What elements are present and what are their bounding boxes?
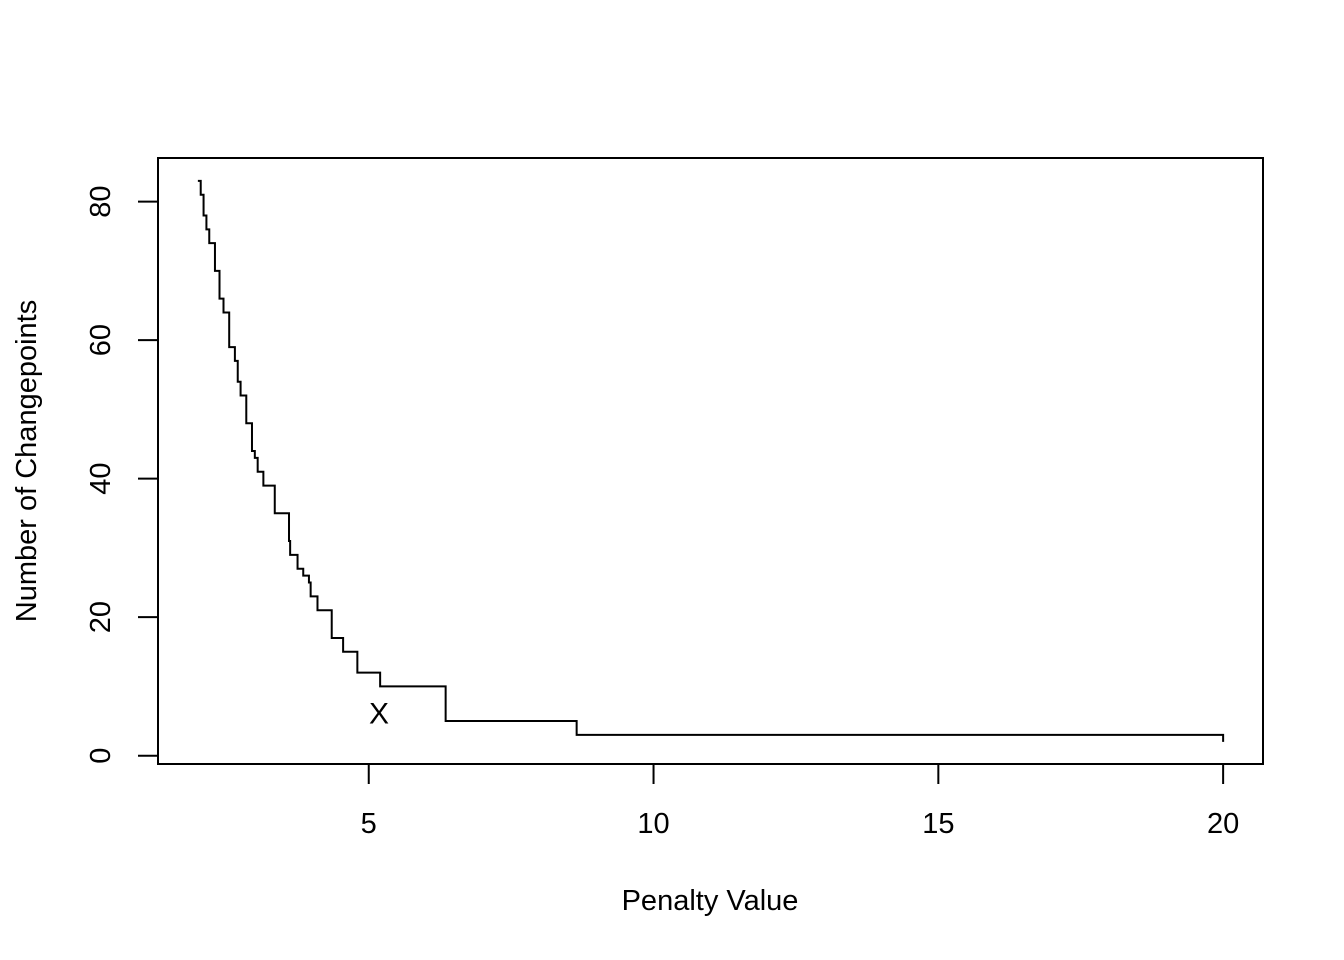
y-axis: 0 20 40 60 80 xyxy=(85,185,159,764)
x-tick-label: 20 xyxy=(1207,808,1239,840)
x-tick-label: 15 xyxy=(922,808,954,840)
x-axis-label: Penalty Value xyxy=(622,885,799,917)
selected-penalty-marker: X xyxy=(369,698,389,731)
y-tick-label: 60 xyxy=(85,324,117,356)
y-tick-label: 20 xyxy=(85,601,117,633)
x-tick-label: 10 xyxy=(637,808,669,840)
x-axis: 5 10 15 20 xyxy=(361,763,1239,840)
series-step-line xyxy=(197,179,1225,742)
y-tick-label: 0 xyxy=(85,748,117,764)
x-tick-label: 5 xyxy=(361,808,377,840)
plot-frame xyxy=(157,157,1264,765)
y-tick-label: 40 xyxy=(85,463,117,495)
y-axis-label: Number of Changepoints xyxy=(11,300,43,622)
y-tick-label: 80 xyxy=(85,185,117,217)
